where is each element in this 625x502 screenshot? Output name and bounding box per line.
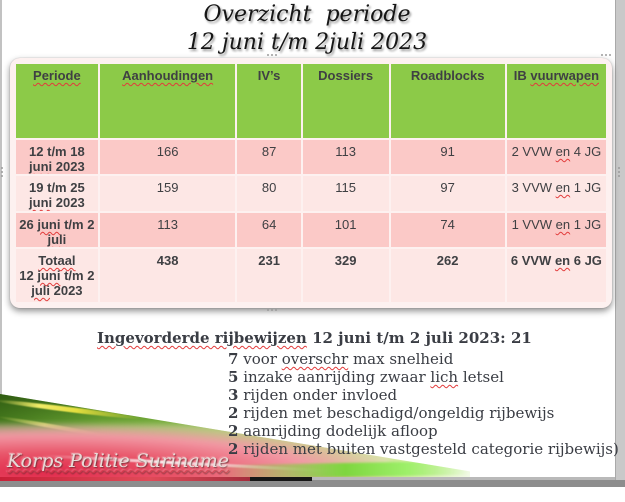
list-item: 2 aanrijding dodelijk afloop xyxy=(228,422,438,440)
misspelled-word: Totaal xyxy=(38,253,76,268)
misspelled-word: en xyxy=(555,180,571,195)
table-row-total: Totaal 12 juni t/m 2 juli 2023 438 231 3… xyxy=(16,249,606,302)
slide-bottom-bar xyxy=(0,480,625,487)
cell-period: 12 t/m 18 juni 2023 xyxy=(16,140,98,174)
cell-aanhoudingen: 166 xyxy=(99,140,236,174)
selection-handle-right xyxy=(617,166,621,179)
title-line-2: 12 juni t/m 2juli 2023 xyxy=(186,30,428,55)
title-line-1: Overzicht periode xyxy=(203,2,411,27)
statistics-table: Periode Aanhoudingen IV’s Dossiers Roadb… xyxy=(14,62,608,304)
statistics-table-card: Periode Aanhoudingen IV’s Dossiers Roadb… xyxy=(10,58,612,308)
cell-roadblocks: 262 xyxy=(390,249,505,302)
cell-ivs: 64 xyxy=(237,213,301,247)
cell-ivs: 231 xyxy=(237,249,301,302)
cell-ib-vuurwapen: 3 VVW en 1 JG xyxy=(506,176,606,211)
misspelled-word: en xyxy=(554,253,571,268)
table-row-week2: 19 t/m 25 juni 2023 159 80 115 97 3 VVW … xyxy=(16,176,606,211)
cell-period: 19 t/m 25 juni 2023 xyxy=(16,176,98,211)
cell-aanhoudingen: 113 xyxy=(99,213,236,247)
misspelled-word: juli xyxy=(47,232,67,247)
list-item: 5 inzake aanrijding zwaar lich letsel xyxy=(228,368,504,386)
list-item: 3 rijden onder invloed xyxy=(228,386,398,404)
selection-handle-bottom xyxy=(266,308,279,312)
cell-ib-vuurwapen: 1 VVW en 1 JG xyxy=(506,213,606,247)
misspelled-word: juni xyxy=(29,195,53,210)
slide-left-edge xyxy=(0,0,2,487)
bottom-grey-strip xyxy=(312,477,615,480)
cell-dossiers: 115 xyxy=(302,176,389,211)
misspelled-word: juni xyxy=(29,159,53,174)
misspelled-word: juni xyxy=(37,217,61,232)
slide-right-edge xyxy=(615,0,625,487)
misspelled-word: vuurwapen xyxy=(530,68,600,83)
misspelled-word: juli xyxy=(31,283,50,298)
list-item: 2 rijden met buiten vastgesteld categori… xyxy=(228,440,619,458)
col-header-ib-vuurwapen: IB vuurwapen xyxy=(506,64,606,138)
cell-roadblocks: 91 xyxy=(390,140,505,174)
misspelled-word: juni xyxy=(37,268,61,283)
bottom-black-strip xyxy=(250,477,312,481)
bottom-red-strip xyxy=(0,477,250,481)
selection-handle-top-right xyxy=(600,53,613,57)
misspelled-word: en xyxy=(555,217,571,232)
table-row-week3: 26 juni t/m 2 juli 113 64 101 74 1 VVW e… xyxy=(16,213,606,247)
col-header-roadblocks: Roadblocks xyxy=(390,64,505,138)
table-row-week1: 12 t/m 18 juni 2023 166 87 113 91 2 VVW … xyxy=(16,140,606,174)
cell-ivs: 80 xyxy=(237,176,301,211)
cell-ib-vuurwapen: 6 VVW en 6 JG xyxy=(506,249,606,302)
selection-handle-left xyxy=(0,166,4,179)
col-header-dossiers: Dossiers xyxy=(302,64,389,138)
cell-dossiers: 101 xyxy=(302,213,389,247)
header-row: Periode Aanhoudingen IV’s Dossiers Roadb… xyxy=(16,64,606,138)
misspelled-word: Periode xyxy=(33,68,81,83)
cell-dossiers: 329 xyxy=(302,249,389,302)
cell-aanhoudingen: 159 xyxy=(99,176,236,211)
cell-dossiers: 113 xyxy=(302,140,389,174)
selection-handle-top xyxy=(266,53,279,57)
footer-heading: Ingevorderde rijbewijzen 12 juni t/m 2 j… xyxy=(97,329,532,347)
misspelled-word: en xyxy=(555,144,571,159)
cell-ib-vuurwapen: 2 VVW en 4 JG xyxy=(506,140,606,174)
cell-aanhoudingen: 438 xyxy=(99,249,236,302)
list-item: 7 voor overschr max snelheid xyxy=(228,350,454,368)
misspelled-word: lich xyxy=(430,368,459,386)
col-header-periode: Periode xyxy=(16,64,98,138)
col-header-aanhoudingen: Aanhoudingen xyxy=(99,64,236,138)
misspelled-word: Aanhoudingen xyxy=(122,68,214,83)
cell-ivs: 87 xyxy=(237,140,301,174)
footer-list: 7 voor overschr max snelheid 5 inzake aa… xyxy=(228,350,619,458)
cell-period: Totaal 12 juni t/m 2 juli 2023 xyxy=(16,249,98,302)
misspelled-word: overschr xyxy=(281,350,349,368)
cell-roadblocks: 74 xyxy=(390,213,505,247)
list-item: 2 rijden met beschadigd/ongeldig rijbewi… xyxy=(228,404,555,422)
cell-period: 26 juni t/m 2 juli xyxy=(16,213,98,247)
cell-roadblocks: 97 xyxy=(390,176,505,211)
logo-text: Korps Politie Suriname xyxy=(7,450,229,472)
col-header-ivs: IV’s xyxy=(237,64,301,138)
misspelled-word: Ingevorderde rijbewijzen xyxy=(97,329,307,347)
slide-title: Overzicht periode 12 juni t/m 2juli 2023 xyxy=(0,1,614,57)
